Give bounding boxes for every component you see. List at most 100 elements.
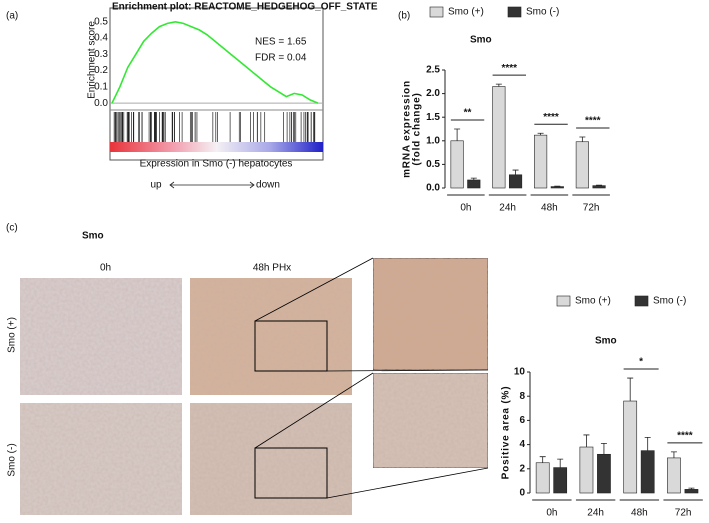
error-bar	[454, 128, 461, 141]
zoom-box	[254, 447, 328, 499]
y-tick-label: 0	[519, 488, 525, 499]
bar	[534, 134, 548, 189]
error-bar	[627, 377, 634, 402]
x-tick-label: 48h	[541, 203, 558, 214]
arrow	[169, 181, 255, 189]
error-bar	[579, 136, 586, 142]
error-bar	[600, 442, 607, 455]
zoom-box	[254, 320, 328, 372]
y-axis-label: Enrichment score	[87, 21, 98, 99]
y-tick-label: 0.5	[94, 16, 108, 27]
bar	[640, 450, 655, 494]
y-tick-label: 2.5	[426, 65, 440, 76]
bar	[553, 467, 568, 494]
x-tick-label: 0h	[460, 203, 471, 214]
significance-label: ****	[502, 63, 518, 74]
micrograph	[190, 403, 352, 515]
x-tick-label: 24h	[587, 508, 604, 519]
y-axis-label: mRNA expression	[402, 80, 413, 178]
y-tick-label: 8	[519, 391, 525, 402]
annotation: NES = 1.65	[255, 37, 307, 48]
error-bar	[583, 434, 590, 448]
bar	[592, 185, 606, 189]
y-tick-label: 4	[519, 439, 525, 450]
row-label: Smo (+)	[7, 317, 18, 353]
significance-label: ****	[543, 112, 559, 123]
x-tick-label: 24h	[499, 203, 516, 214]
error-bar	[539, 456, 546, 463]
legend-swatch	[556, 295, 571, 307]
panel-label: (c)	[6, 223, 18, 234]
panel-label: (a)	[6, 11, 18, 22]
panel-label: (b)	[398, 11, 410, 22]
bar	[667, 457, 681, 494]
y-tick-label: 6	[519, 415, 525, 426]
ihc-panel: Smo 0h 48h PHx Smo (+) Smo (-)	[7, 231, 489, 515]
legend-label: Smo (-)	[653, 296, 686, 307]
error-bar	[557, 458, 564, 468]
error-bar	[495, 83, 502, 87]
y-tick-label: 0.4	[94, 33, 108, 44]
bar	[597, 453, 611, 494]
x-axis-label: Expression in Smo (-) hepatocytes	[140, 159, 293, 170]
legend-label: Smo (+)	[575, 296, 611, 307]
y-axis-label: Positive area (%)	[501, 386, 512, 480]
y-tick-label: 1.5	[426, 112, 440, 123]
legend-swatch	[507, 6, 522, 18]
y-tick-label: 2.0	[426, 88, 440, 99]
legend-label: Smo (+)	[448, 7, 484, 18]
column-label: 0h	[100, 263, 111, 274]
legend-swatch	[634, 295, 649, 307]
x-tick-label: 0h	[546, 508, 557, 519]
rank-bar	[110, 142, 323, 152]
ihc-title: Smo	[82, 231, 104, 242]
bar	[450, 140, 464, 189]
y-tick-label: 0.5	[426, 159, 440, 170]
zoom-line	[254, 257, 374, 322]
significance-label: **	[464, 108, 472, 119]
chart-title: Smo	[470, 35, 492, 46]
bar	[467, 179, 481, 189]
bar	[623, 400, 638, 494]
legend-label: Smo (-)	[526, 7, 559, 18]
bar	[508, 174, 523, 189]
bar	[575, 141, 589, 189]
error-bar	[688, 487, 695, 490]
zoom-line	[326, 467, 489, 499]
y-tick-label: 0.2	[94, 65, 108, 76]
error-bar	[670, 451, 677, 458]
chart-title: Smo	[595, 336, 617, 347]
bar	[492, 86, 506, 189]
row-label: Smo (-)	[7, 443, 18, 476]
significance-label: ****	[677, 431, 693, 442]
error-bar	[644, 436, 651, 451]
micrograph	[20, 403, 182, 515]
micrograph	[190, 278, 352, 395]
significance-label: *	[639, 357, 643, 368]
x-end-label: up	[150, 180, 162, 191]
significance-label: ****	[585, 116, 601, 127]
error-bar	[512, 169, 519, 175]
plot-frame	[109, 7, 324, 161]
column-label: 48h PHx	[253, 263, 291, 274]
y-tick-label: 1.0	[426, 135, 440, 146]
zoom-line	[326, 369, 489, 372]
zoom-image	[372, 257, 489, 371]
chart-title: Enrichment plot: REACTOME_HEDGEHOG_OFF_S…	[112, 2, 378, 13]
enrichment-line	[111, 20, 319, 104]
error-bar	[537, 132, 544, 136]
bar	[535, 462, 550, 494]
zoom-line	[254, 372, 374, 449]
bar	[684, 489, 699, 494]
bar	[579, 446, 594, 494]
micrograph	[20, 278, 182, 395]
y-axis-label: (fold change)	[412, 92, 423, 165]
y-tick-label: 0.1	[94, 81, 108, 92]
zoom-image	[372, 372, 489, 469]
x-end-label: down	[256, 180, 280, 191]
y-tick-label: 10	[514, 367, 526, 378]
legend-swatch	[429, 6, 444, 18]
y-tick-label: 0.0	[94, 98, 108, 109]
x-tick-label: 72h	[583, 203, 600, 214]
